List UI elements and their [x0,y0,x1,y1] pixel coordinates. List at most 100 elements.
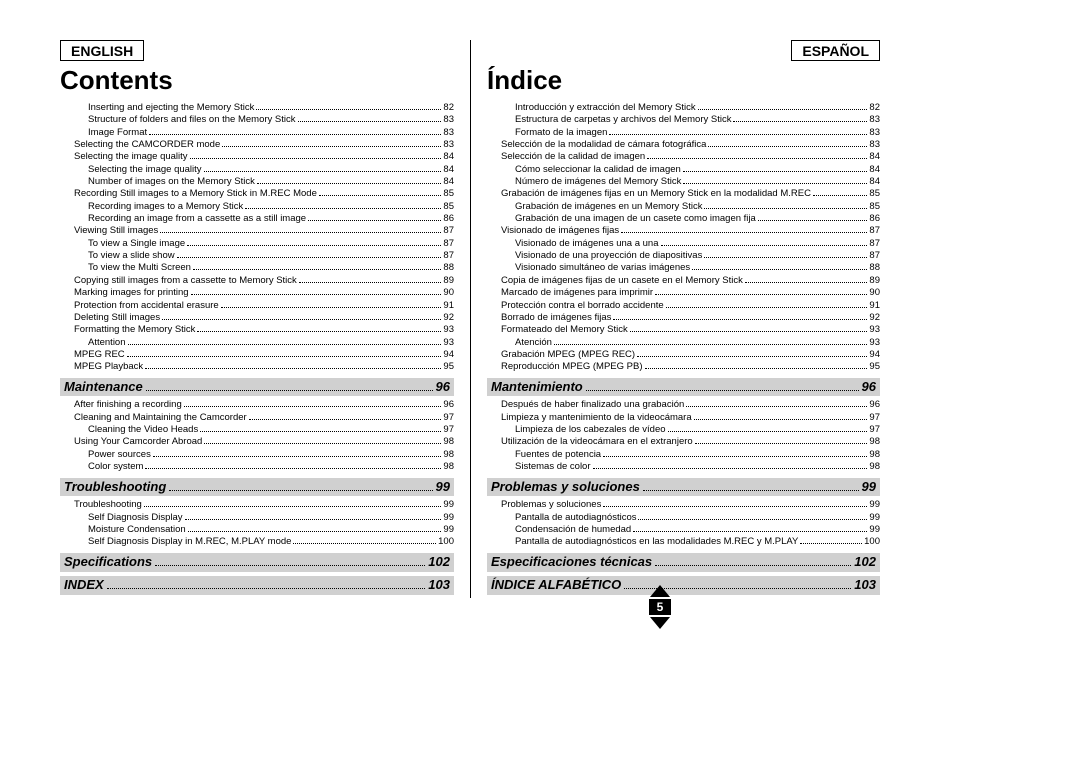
toc-dots [177,251,442,258]
toc-entry-label: To view a slide show [88,250,175,262]
toc-entry: To view a Single image87 [60,238,454,250]
toc-entry-label: Marking images for printing [74,287,189,299]
toc-entry-label: Pantalla de autodiagnósticos en las moda… [515,536,798,548]
toc-entry: Formateado del Memory Stick 93 [487,324,880,336]
toc-dots [149,128,441,135]
toc-entry-page: 93 [869,324,880,336]
toc-entry: Selecting the image quality84 [60,151,454,163]
toc-dots [128,338,442,345]
section-header: Especificaciones técnicas102 [487,553,880,572]
toc-dots [293,538,436,545]
toc-dots [308,214,441,221]
toc-entry-label: Cleaning the Video Heads [88,424,198,436]
toc-entry-label: Cleaning and Maintaining the Camcorder [74,412,247,424]
toc-dots [698,103,868,110]
toc-entry: To view the Multi Screen88 [60,262,454,274]
toc-entry: After finishing a recording96 [60,399,454,411]
toc-dots [187,239,441,246]
toc-entry-page: 97 [869,424,880,436]
toc-dots [666,301,868,308]
toc-entry: Sistemas de color98 [487,461,880,473]
page-number-badge: 5 [640,585,680,629]
toc-entry-label: MPEG Playback [74,361,143,373]
toc-entry-label: Using Your Camcorder Abroad [74,436,202,448]
toc-entry-page: 83 [443,139,454,151]
toc-dots [683,165,868,172]
toc-entry: Introducción y extracción del Memory Sti… [487,102,880,114]
toc-entry: Visionado de una proyección de diapositi… [487,250,880,262]
toc-entry-label: Condensación de humedad [515,524,631,536]
toc-entry: Copying still images from a cassette to … [60,275,454,287]
toc-entry-label: Inserting and ejecting the Memory Stick [88,102,254,114]
toc-dots [222,140,441,147]
toc-entry: Selecting the image quality84 [60,164,454,176]
toc-entry-page: 91 [443,300,454,312]
toc-entry-label: To view the Multi Screen [88,262,191,274]
toc-entry-label: Image Format [88,127,147,139]
toc-entry-label: Visionado de imágenes una a una [515,238,659,250]
toc-entry-page: 99 [443,512,454,524]
toc-entry: Fuentes de potencia98 [487,449,880,461]
toc-dots [647,153,867,160]
toc-entry-label: Power sources [88,449,151,461]
toc-entry-page: 98 [443,449,454,461]
toc-dots [257,177,442,184]
toc-entry-label: MPEG REC [74,349,125,361]
toc-entry-page: 95 [869,361,880,373]
section-dots [643,481,859,490]
toc-entry-label: Visionado simultáneo de varias imágenes [515,262,690,274]
toc-entry-label: Troubleshooting [74,499,142,511]
toc-entry-label: Selección de la calidad de imagen [501,151,645,163]
toc-dots [298,116,442,123]
toc-entry-label: Formateado del Memory Stick [501,324,628,336]
toc-dots [613,313,867,320]
toc-entry: Grabación MPEG (MPEG REC)94 [487,349,880,361]
toc-entry-label: Estructura de carpetas y archivos del Me… [515,114,731,126]
section-header: ÍNDICE ALFABÉTICO 103 [487,576,880,595]
toc-dots [221,301,442,308]
contents-heading-en: Contents [60,65,454,96]
toc-dots [319,190,442,197]
toc-entry-label: Grabación de una imagen de un casete com… [515,213,756,225]
toc-entry-label: Recording images to a Memory Stick [88,201,243,213]
section-header: INDEX103 [60,576,454,595]
section-header: Problemas y soluciones99 [487,478,880,497]
section-page: 103 [854,577,876,594]
toc-entry-label: Copying still images from a cassette to … [74,275,297,287]
toc-dots [153,450,442,457]
toc-dots [800,538,862,545]
toc-entry-label: Después de haber finalizado una grabació… [501,399,684,411]
toc-entry-page: 94 [443,349,454,361]
toc-dots [554,338,867,345]
toc-dots [593,463,868,470]
section-dots [107,580,426,589]
toc-english: Inserting and ejecting the Memory Stick 8… [60,102,454,595]
section-title: Problemas y soluciones [491,479,640,496]
toc-entry-page: 92 [869,312,880,324]
section-title: ÍNDICE ALFABÉTICO [491,577,621,594]
toc-dots [299,276,442,283]
toc-entry-label: Moisture Condensation [88,524,186,536]
toc-entry: Pantalla de autodiagnósticos en las moda… [487,536,880,548]
toc-dots [145,363,441,370]
toc-entry: Moisture Condensation99 [60,524,454,536]
toc-dots [188,525,442,532]
toc-entry: Attention93 [60,337,454,349]
toc-entry: Protección contra el borrado accidente91 [487,300,880,312]
toc-entry-page: 89 [443,275,454,287]
toc-entry: Selecting the CAMCORDER mode83 [60,139,454,151]
triangle-down-icon [650,617,670,629]
toc-dots [655,289,867,296]
toc-dots [637,350,867,357]
toc-entry: Atención93 [487,337,880,349]
toc-entry: Número de imágenes del Memory Stick84 [487,176,880,188]
toc-entry-label: Color system [88,461,143,473]
toc-entry: Pantalla de autodiagnósticos99 [487,512,880,524]
section-header: Specifications102 [60,553,454,572]
toc-dots [190,153,442,160]
language-label-es: ESPAÑOL [791,40,880,61]
toc-entry: Recording images to a Memory Stick 85 [60,201,454,213]
section-title: Specifications [64,554,152,571]
toc-entry-page: 87 [869,238,880,250]
toc-entry-page: 85 [443,201,454,213]
